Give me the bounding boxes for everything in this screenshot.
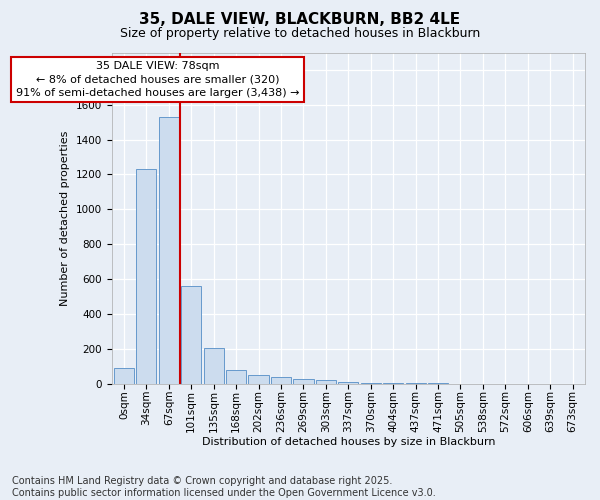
- Bar: [181, 286, 202, 384]
- Text: Contains HM Land Registry data © Crown copyright and database right 2025.
Contai: Contains HM Land Registry data © Crown c…: [12, 476, 436, 498]
- Bar: [361, 382, 381, 384]
- Text: 35, DALE VIEW, BLACKBURN, BB2 4LE: 35, DALE VIEW, BLACKBURN, BB2 4LE: [139, 12, 461, 26]
- Bar: [226, 370, 246, 384]
- Bar: [248, 375, 269, 384]
- Bar: [316, 380, 336, 384]
- Bar: [136, 169, 157, 384]
- Text: Size of property relative to detached houses in Blackburn: Size of property relative to detached ho…: [120, 26, 480, 40]
- Bar: [293, 379, 314, 384]
- Bar: [114, 368, 134, 384]
- X-axis label: Distribution of detached houses by size in Blackburn: Distribution of detached houses by size …: [202, 438, 495, 448]
- Text: 35 DALE VIEW: 78sqm
← 8% of detached houses are smaller (320)
91% of semi-detach: 35 DALE VIEW: 78sqm ← 8% of detached hou…: [16, 61, 299, 98]
- Bar: [338, 382, 358, 384]
- Bar: [271, 378, 291, 384]
- Bar: [203, 348, 224, 384]
- Y-axis label: Number of detached properties: Number of detached properties: [60, 130, 70, 306]
- Bar: [158, 117, 179, 384]
